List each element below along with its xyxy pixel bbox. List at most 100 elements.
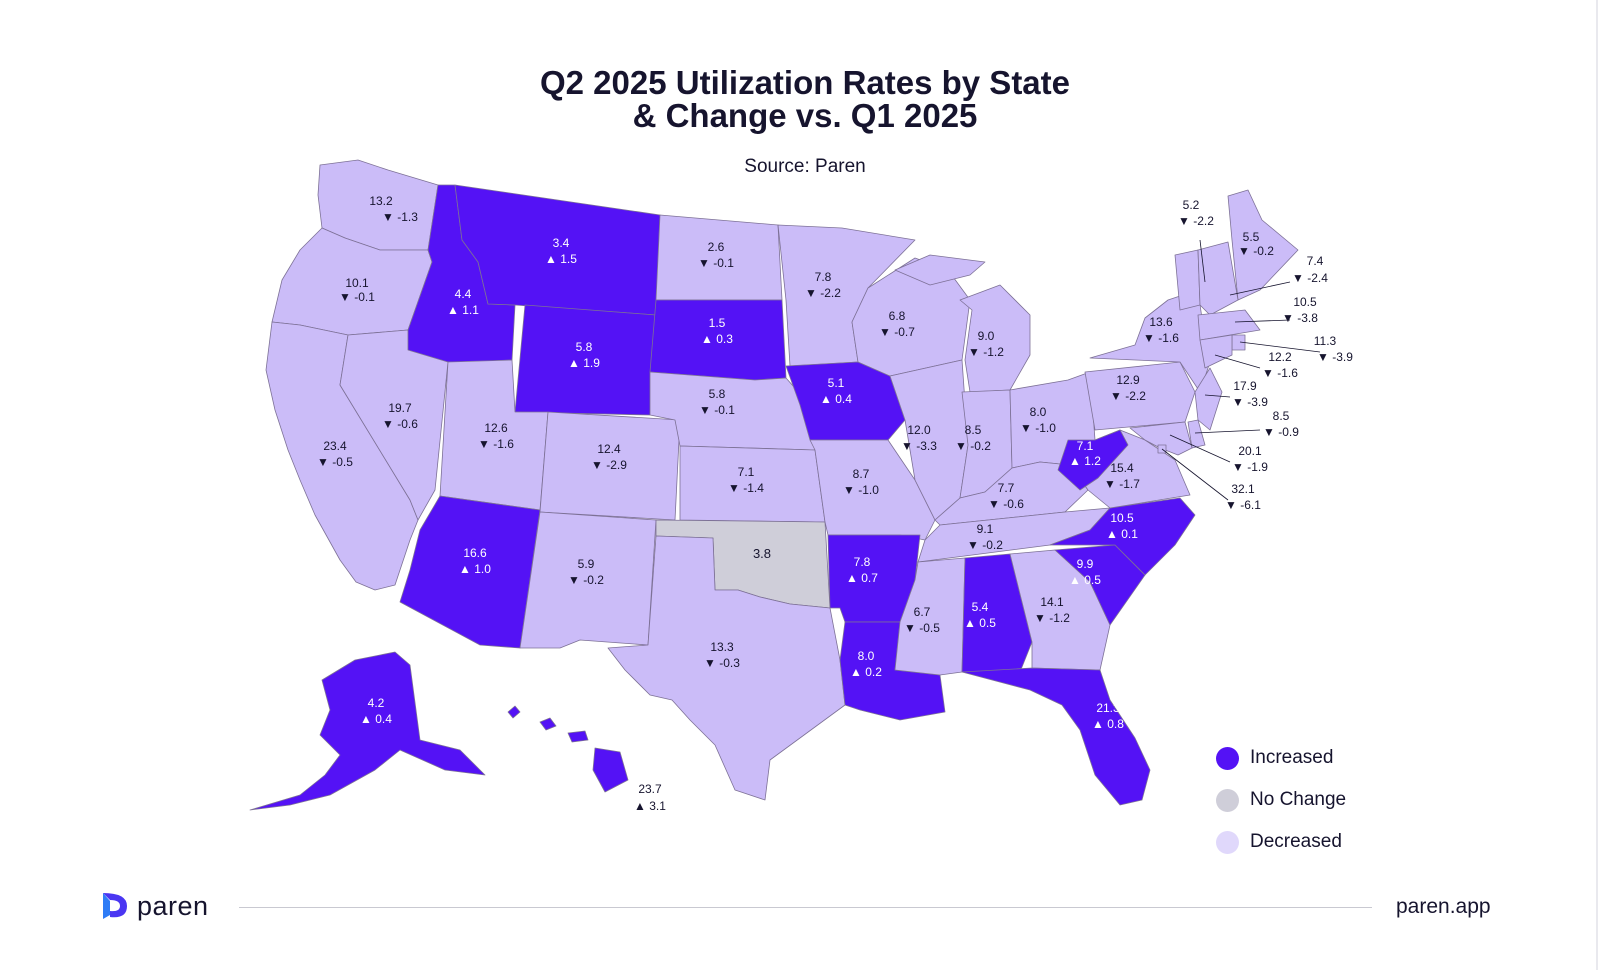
- state-value-il: 12.0: [907, 423, 931, 437]
- paren-logo-icon: [103, 893, 127, 919]
- legend-item-increased: Increased: [1216, 746, 1346, 770]
- title-line-1: Q2 2025 Utilization Rates by State: [539, 64, 1070, 101]
- state-change-nc: ▲ 0.1: [1106, 527, 1138, 541]
- state-change-id: ▲ 1.1: [447, 303, 479, 317]
- state-change-co: ▼ -2.9: [591, 458, 627, 472]
- state-value-in: 8.5: [965, 423, 982, 437]
- state-value-ca: 23.4: [323, 439, 347, 453]
- state-change-sd: ▲ 0.3: [701, 332, 733, 346]
- state-change-il: ▼ -3.3: [901, 439, 937, 453]
- state-value-or: 10.1: [345, 276, 369, 290]
- state-change-hi: ▲ 3.1: [634, 799, 666, 813]
- state-change-vt: ▼ -2.2: [1178, 214, 1214, 228]
- state-change-mo: ▼ -1.0: [843, 483, 879, 497]
- state-value-ne: 5.8: [709, 387, 726, 401]
- state-value-nj: 17.9: [1233, 379, 1257, 393]
- state-value-co: 12.4: [597, 442, 621, 456]
- state-change-mn: ▼ -2.2: [805, 286, 841, 300]
- state-value-hi: 23.7: [638, 782, 662, 796]
- leader-line-ct: [1214, 354, 1261, 369]
- state-change-in: ▼ -0.2: [955, 439, 991, 453]
- title-line-2: & Change vs. Q1 2025: [632, 97, 978, 134]
- state-shape-hi: [507, 705, 629, 793]
- leader-line-ri: [1239, 341, 1321, 353]
- state-value-ny: 13.6: [1149, 315, 1173, 329]
- leader-line-nj: [1204, 394, 1231, 398]
- state-change-nv: ▼ -0.6: [382, 417, 418, 431]
- state-value-ok: 3.8: [753, 546, 771, 561]
- state-value-tn: 9.1: [977, 522, 994, 536]
- state-change-wy: ▲ 1.9: [568, 356, 600, 370]
- state-change-va: ▼ -1.7: [1104, 477, 1140, 491]
- state-value-ma: 10.5: [1293, 295, 1317, 309]
- state-value-ar: 7.8: [854, 555, 871, 569]
- state-value-az: 16.6: [463, 546, 487, 560]
- state-labels: 13.2 ▼ -1.3 10.1 ▼ -0.1 23.4 ▼ -0.5 19.7 ▼ -0.6…: [317, 194, 1353, 813]
- state-shape-al: [961, 553, 1033, 673]
- state-change-ca: ▼ -0.5: [317, 455, 353, 469]
- state-change-md: ▼ -1.9: [1232, 460, 1268, 474]
- legend-swatch-decreased: [1216, 830, 1239, 854]
- state-change-nj: ▼ -3.9: [1232, 395, 1268, 409]
- state-shape-fl: [961, 667, 1151, 806]
- state-shape-ct: [1199, 334, 1233, 369]
- state-change-ny: ▼ -1.6: [1143, 331, 1179, 345]
- state-shape-nj: [1194, 367, 1223, 431]
- state-change-ks: ▼ -1.4: [728, 481, 764, 495]
- state-value-ut: 12.6: [484, 421, 508, 435]
- state-value-wv: 7.1: [1077, 439, 1094, 453]
- footer-divider: [239, 907, 1372, 908]
- state-value-nm: 5.9: [578, 557, 595, 571]
- state-change-az: ▲ 1.0: [459, 562, 491, 576]
- state-change-tn: ▼ -0.2: [967, 538, 1003, 552]
- state-change-wv: ▲ 1.2: [1069, 454, 1101, 468]
- state-change-oh: ▼ -1.0: [1020, 421, 1056, 435]
- state-shape-nc: [1049, 497, 1196, 576]
- state-shape-ak: [249, 651, 486, 811]
- state-shape-md: [1129, 421, 1193, 456]
- state-value-vt: 5.2: [1183, 198, 1200, 212]
- state-value-sd: 1.5: [709, 316, 726, 330]
- state-change-de: ▼ -0.9: [1263, 425, 1299, 439]
- state-change-wi: ▼ -0.7: [879, 325, 915, 339]
- brand-name: paren: [137, 890, 209, 921]
- state-value-pa: 12.9: [1116, 373, 1140, 387]
- state-shape-sc: [1054, 544, 1146, 626]
- state-value-ct: 12.2: [1268, 350, 1292, 364]
- site-link[interactable]: paren.app: [1396, 895, 1491, 918]
- state-change-mi: ▼ -1.2: [968, 345, 1004, 359]
- state-value-mo: 8.7: [853, 467, 870, 481]
- state-shapes: [249, 159, 1299, 811]
- leader-lines: [1161, 239, 1321, 501]
- state-value-la: 8.0: [858, 649, 875, 663]
- state-change-ga: ▼ -1.2: [1034, 611, 1070, 625]
- state-shape-ma: [1197, 309, 1261, 341]
- state-change-nd: ▼ -0.1: [698, 256, 734, 270]
- state-change-tx: ▼ -0.3: [704, 656, 740, 670]
- leader-line-de: [1194, 429, 1261, 434]
- state-change-ia: ▲ 0.4: [820, 392, 852, 406]
- state-value-nv: 19.7: [388, 401, 412, 415]
- state-value-fl: 21.3: [1096, 701, 1120, 715]
- state-value-ia: 5.1: [828, 376, 845, 390]
- state-value-wa: 13.2: [369, 194, 393, 208]
- state-change-ne: ▼ -0.1: [699, 403, 735, 417]
- state-value-id: 4.4: [455, 287, 472, 301]
- state-value-nd: 2.6: [708, 240, 725, 254]
- state-change-ak: ▲ 0.4: [360, 712, 392, 726]
- state-value-ky: 7.7: [998, 481, 1015, 495]
- state-value-mi: 9.0: [978, 329, 995, 343]
- leader-line-ma: [1234, 319, 1291, 323]
- state-change-wa: ▼ -1.3: [382, 210, 418, 224]
- state-value-mn: 7.8: [815, 270, 832, 284]
- state-change-ky: ▼ -0.6: [988, 497, 1024, 511]
- legend-label-increased: Increased: [1250, 747, 1334, 768]
- state-value-ga: 14.1: [1040, 595, 1064, 609]
- state-value-wy: 5.8: [576, 340, 593, 354]
- state-change-fl: ▲ 0.8: [1092, 717, 1124, 731]
- legend: Increased No Change Decreased: [1216, 746, 1346, 872]
- chart-subtitle: Source: Paren: [744, 156, 866, 177]
- leader-line-vt: [1199, 239, 1206, 283]
- state-shape-nh: [1197, 241, 1239, 316]
- state-change-ms: ▼ -0.5: [904, 621, 940, 635]
